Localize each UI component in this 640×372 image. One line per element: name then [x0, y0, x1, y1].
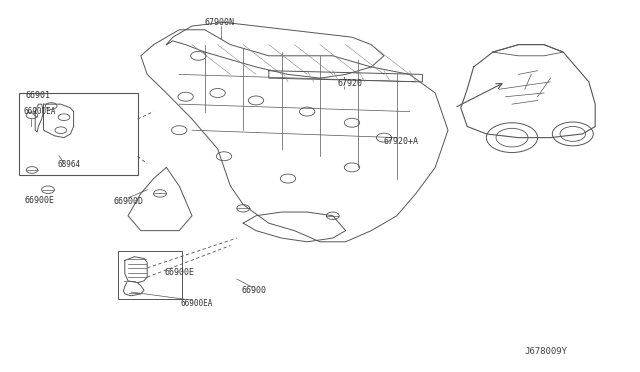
Bar: [19, 93, 138, 175]
Text: 66900D: 66900D: [113, 197, 143, 206]
Text: 67900N: 67900N: [205, 18, 235, 27]
Bar: [118, 251, 182, 299]
Text: 66901: 66901: [26, 92, 51, 100]
Text: 66900EA: 66900EA: [180, 299, 213, 308]
Text: 66900E: 66900E: [24, 196, 54, 205]
Text: 66900E: 66900E: [164, 268, 195, 277]
Text: J678009Y: J678009Y: [525, 347, 568, 356]
Text: 67920+A: 67920+A: [384, 137, 419, 146]
Text: 66900: 66900: [242, 286, 267, 295]
Text: 68964: 68964: [58, 160, 81, 169]
Text: 67920: 67920: [338, 79, 363, 88]
Text: 66900EA: 66900EA: [23, 107, 56, 116]
